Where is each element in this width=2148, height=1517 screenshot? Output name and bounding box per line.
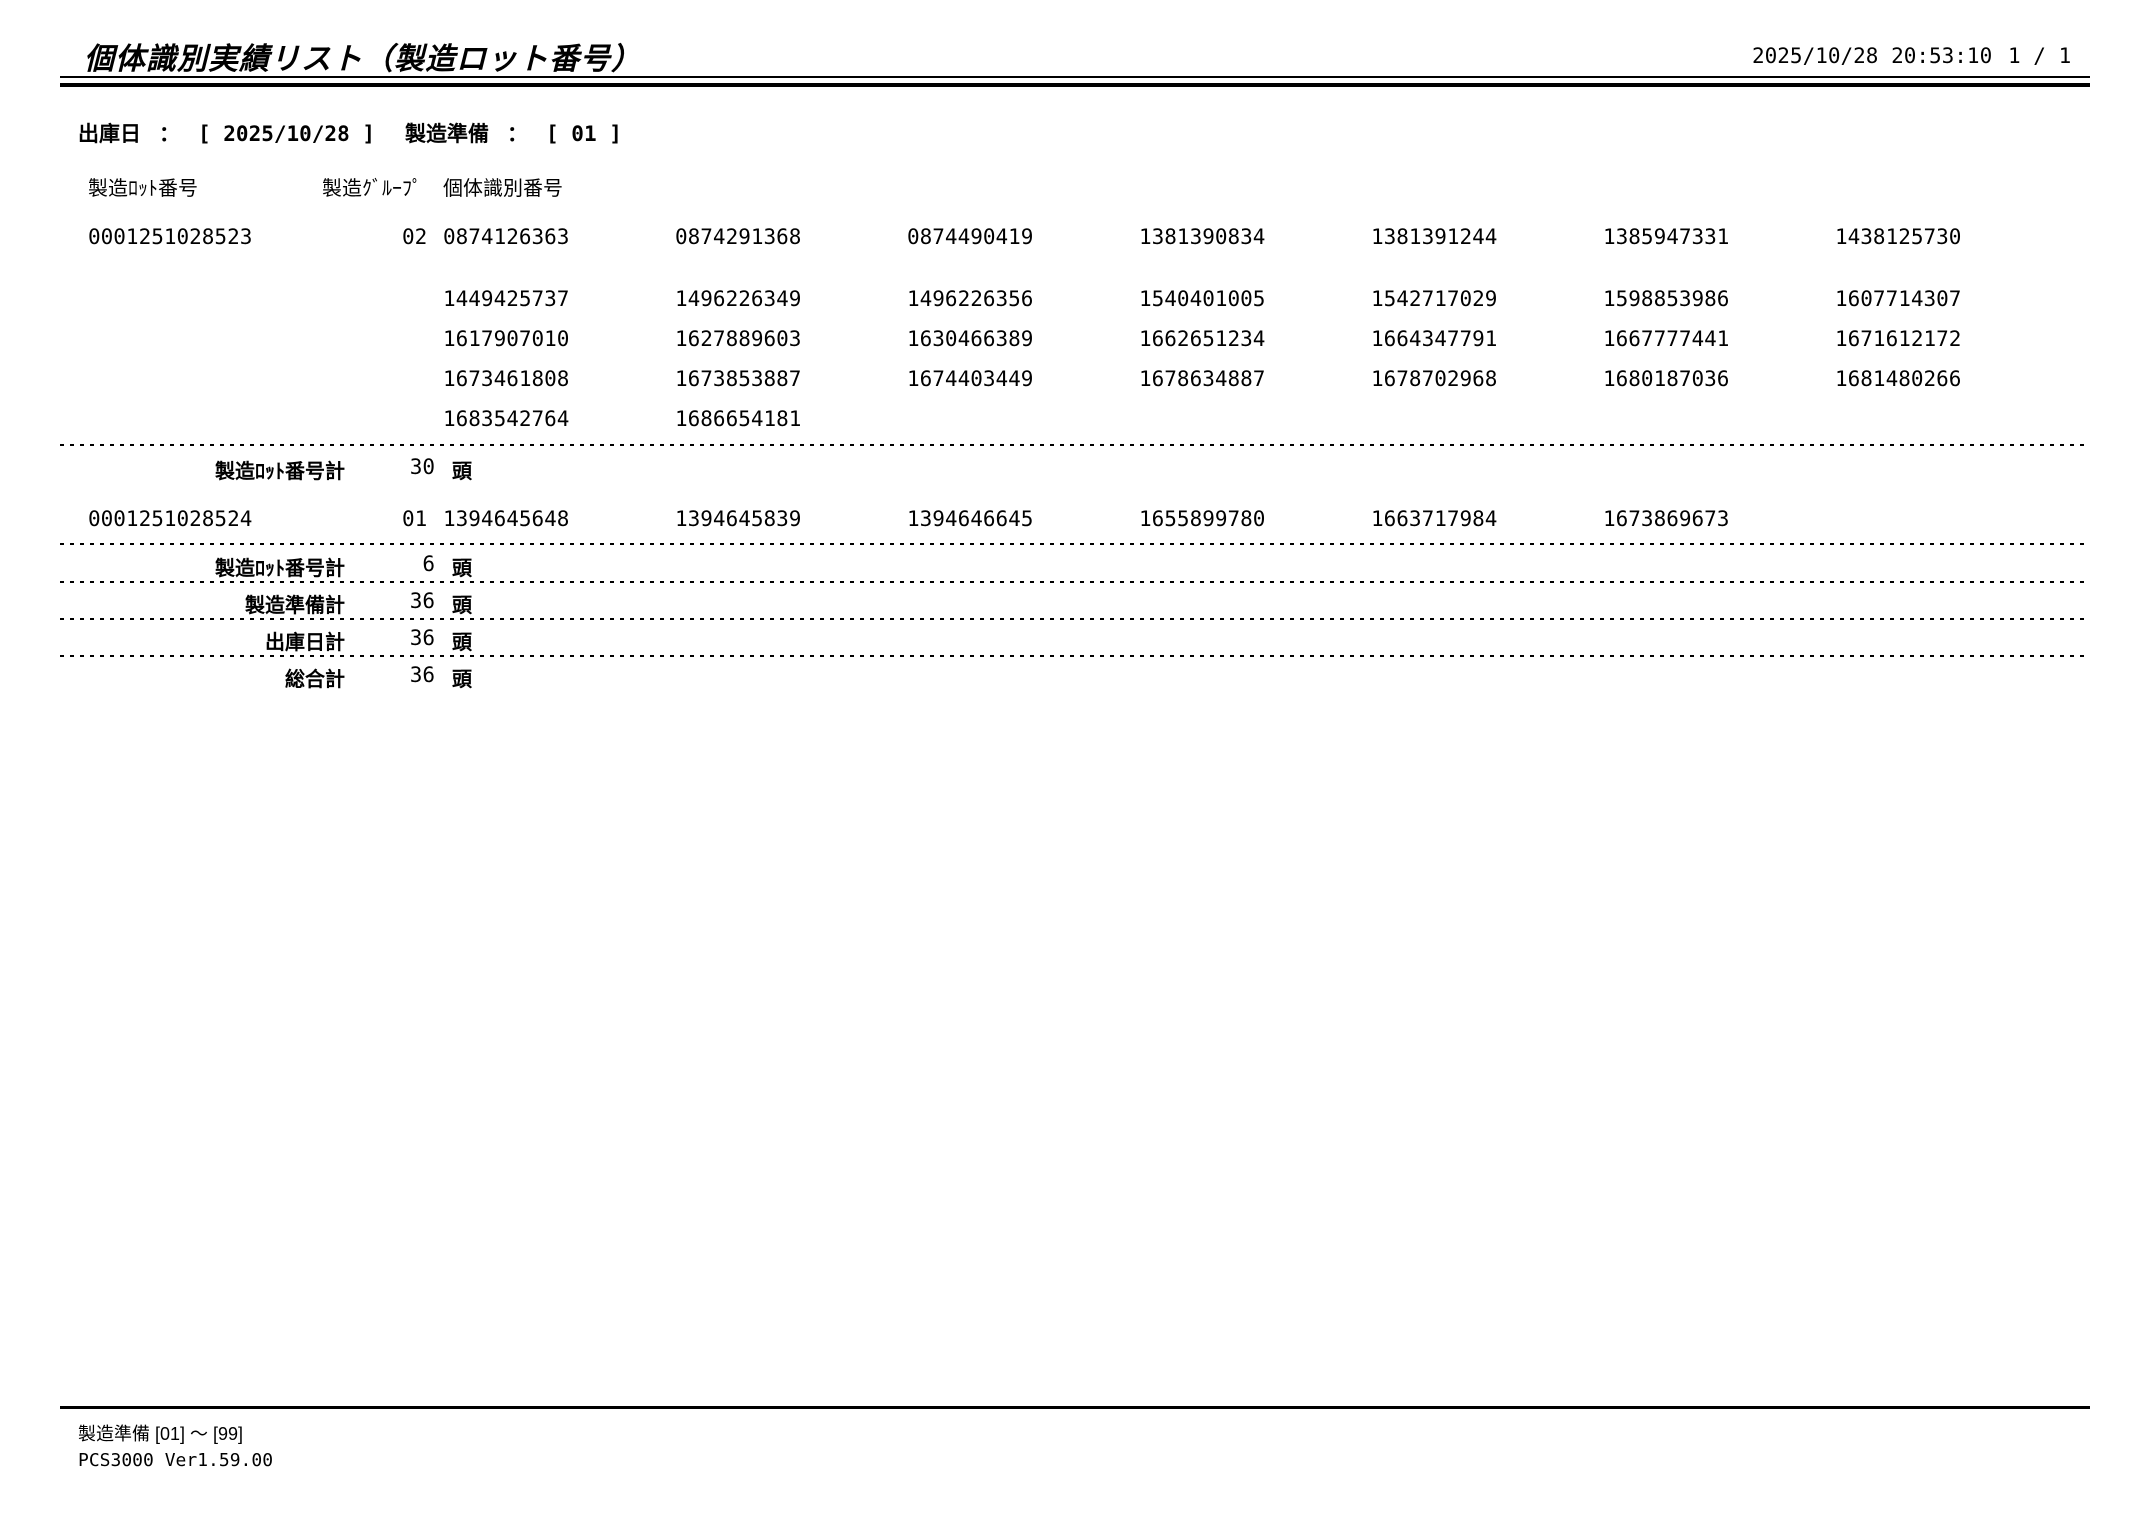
total-count: 36 [409,626,435,650]
shipping-date-label: 出庫日 [78,123,141,146]
subtotal-label: 製造ﾛｯﾄ番号計 [215,558,345,580]
individual-id: 1540401005 [1139,287,1266,311]
individual-id: 0874126363 [443,225,570,249]
individual-id: 1673853887 [675,367,802,391]
header-rule [60,76,2090,87]
total-unit: 頭 [452,595,472,617]
individual-id: 1496226356 [907,287,1034,311]
shipping-date-value: [ 2025/10/28 ] [198,122,376,146]
individual-id: 1394645648 [443,507,570,531]
individual-id: 1671612172 [1835,327,1962,351]
total-label: 製造準備計 [245,595,345,617]
colon: ： [507,123,529,146]
individual-id: 1381391244 [1371,225,1498,249]
footer-rule [60,1406,2090,1409]
individual-id: 0874291368 [675,225,802,249]
individual-id: 1667777441 [1603,327,1730,351]
individual-id: 1681480266 [1835,367,1962,391]
id-row: 1683542764 1686654181 [443,407,907,431]
individual-id: 1663717984 [1371,507,1498,531]
total-label: 総合計 [285,669,345,691]
subtotal-unit: 頭 [452,461,472,483]
individual-id: 1655899780 [1139,507,1266,531]
divider-dotted [60,444,2090,446]
column-header-group: 製造ｸﾞﾙｰﾌﾟ [322,178,422,200]
individual-id: 1394645839 [675,507,802,531]
divider-dotted [60,543,2090,545]
individual-id: 1598853986 [1603,287,1730,311]
individual-id: 1630466389 [907,327,1034,351]
individual-id: 1542717029 [1371,287,1498,311]
individual-id: 1438125730 [1835,225,1962,249]
individual-id: 1664347791 [1371,327,1498,351]
individual-id: 1686654181 [675,407,802,431]
prep-label: 製造準備 [405,123,490,146]
lot-number: 0001251028523 [88,225,253,249]
individual-id: 1673869673 [1603,507,1730,531]
divider-dotted [60,655,2090,657]
individual-id: 1607714307 [1835,287,1962,311]
total-count: 36 [409,663,435,687]
filter-row: 出庫日 ： [ 2025/10/28 ] 製造準備 ： [ 01 ] [78,118,622,148]
individual-id: 1662651234 [1139,327,1266,351]
lot-number: 0001251028524 [88,507,253,531]
individual-id: 1627889603 [675,327,802,351]
individual-id: 1674403449 [907,367,1034,391]
individual-id: 1449425737 [443,287,570,311]
id-row: 1617907010 1627889603 1630466389 1662651234… [443,327,2067,351]
printed-datetime: 2025/10/28 20:53:10 [1752,44,1993,68]
individual-id: 1678702968 [1371,367,1498,391]
footer-range-note: 製造準備 [01] ～ [99] [78,1424,244,1444]
individual-id: 1678634887 [1139,367,1266,391]
subtotal-count: 30 [409,455,435,479]
individual-id: 1617907010 [443,327,570,351]
footer-system-version: PCS3000 Ver1.59.00 [78,1450,274,1471]
id-row: 0874126363 0874291368 0874490419 1381390834… [443,225,2067,249]
report-title: 個体識別実績リスト（製造ロット番号） [84,43,642,76]
subtotal-unit: 頭 [452,558,472,580]
divider-dotted [60,581,2090,583]
colon: ： [159,123,180,146]
individual-id: 1385947331 [1603,225,1730,249]
individual-id: 1381390834 [1139,225,1266,249]
total-unit: 頭 [452,632,472,654]
total-unit: 頭 [452,669,472,691]
prep-value: [ 01 ] [546,122,622,146]
page-indicator: 1 / 1 [2008,44,2072,68]
individual-id: 1680187036 [1603,367,1730,391]
column-header-lot: 製造ﾛｯﾄ番号 [88,178,198,200]
lot-group: 02 [402,225,428,249]
individual-id: 1496226349 [675,287,802,311]
divider-dotted [60,618,2090,620]
individual-id: 1683542764 [443,407,570,431]
individual-id: 0874490419 [907,225,1034,249]
id-row: 1673461808 1673853887 1674403449 1678634887… [443,367,2067,391]
subtotal-label: 製造ﾛｯﾄ番号計 [215,461,345,483]
individual-id: 1394646645 [907,507,1034,531]
subtotal-count: 6 [422,552,435,576]
id-row: 1449425737 1496226349 1496226356 1540401005… [443,287,2067,311]
lot-group: 01 [402,507,428,531]
total-label: 出庫日計 [265,632,345,654]
total-count: 36 [409,589,435,613]
individual-id: 1673461808 [443,367,570,391]
id-row: 1394645648 1394645839 1394646645 1655899780… [443,507,1835,531]
column-header-id: 個体識別番号 [443,178,563,200]
